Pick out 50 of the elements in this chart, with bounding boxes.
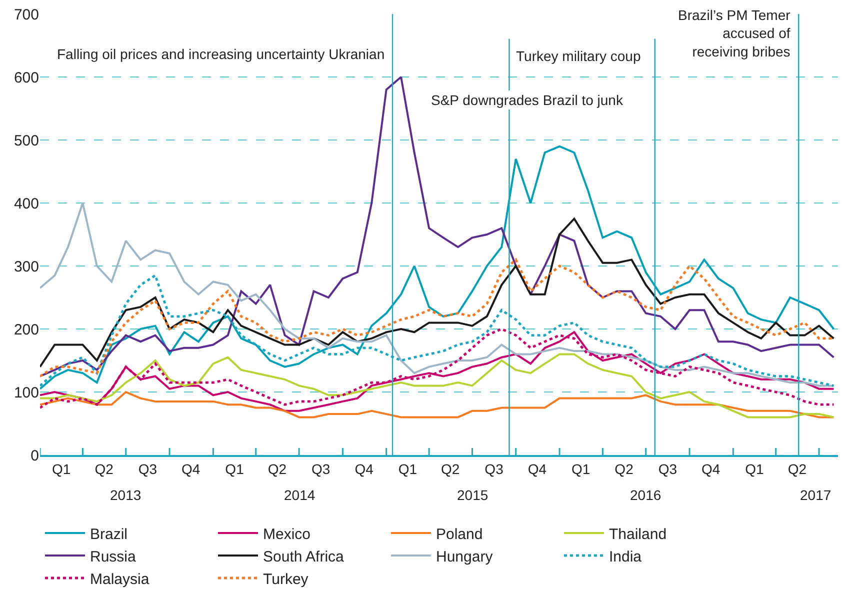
legend-label: Turkey [263,570,309,588]
x-tick-label: Q3 [138,460,158,477]
line-series [40,218,835,368]
ref-line-label: Falling oil prices and increasing uncertainty Ukranian [57,46,385,62]
legend-label: Hungary [436,548,494,566]
x-tick-label: Q2 [788,460,807,477]
line-series [40,353,835,418]
x-tick-label: Q2 [94,460,114,477]
x2-tick-label: 2016 [630,487,662,503]
line-series [40,145,835,390]
x-tick-label: Q3 [658,460,678,477]
x-tick-label: Q2 [441,460,460,477]
x-tick-label: Q3 [484,460,504,477]
x2-tick-label: 2013 [110,487,142,503]
line-series [40,76,835,378]
x2-tick-label: 2014 [284,487,316,503]
legend-label: Brazil [90,526,128,543]
x-tick-label: Q4 [528,460,547,477]
y-tick-label: 400 [14,195,39,212]
x-tick-label: Q3 [312,460,330,477]
line-series [40,202,835,387]
x-tick-label: Q4 [702,460,720,477]
x-tick-label: Q2 [614,460,634,477]
legend-label: South Africa [263,548,345,566]
legend-label: Mexico [263,526,311,543]
legend-label: Poland [436,526,483,543]
x-tick-label: Q1 [225,460,244,477]
y-tick-label: 0 [30,447,39,464]
x-tick-label: Q4 [354,460,374,477]
legend-label: India [609,548,642,566]
x2-tick-label: 2017 [800,487,832,503]
y-tick-label: 500 [14,132,39,150]
ref-line-label: S&P downgrades Brazil to junk [431,92,624,108]
x-tick-label: Q1 [398,460,418,477]
ref-line-label: Turkey military coup [516,48,641,64]
legend-label: Russia [90,548,137,566]
x-tick-label: Q4 [182,460,200,477]
y-tick-label: 200 [14,321,39,338]
y-tick-label: 300 [14,258,39,276]
x-tick-label: Q1 [572,460,590,477]
legend-label: Thailand [609,526,667,543]
ref-line-label: Brazil’s PM Temer accused of receiving bribes [678,7,791,60]
x2-tick-label: 2015 [457,487,488,503]
x-tick-label: Q1 [52,460,71,477]
y-tick-label: 600 [14,69,39,86]
y-tick-label: 100 [14,384,39,402]
y-tick-label: 700 [14,6,39,24]
x-tick-label: Q2 [268,460,287,477]
legend-label: Malaysia [90,570,150,588]
x-tick-label: Q1 [745,460,764,477]
